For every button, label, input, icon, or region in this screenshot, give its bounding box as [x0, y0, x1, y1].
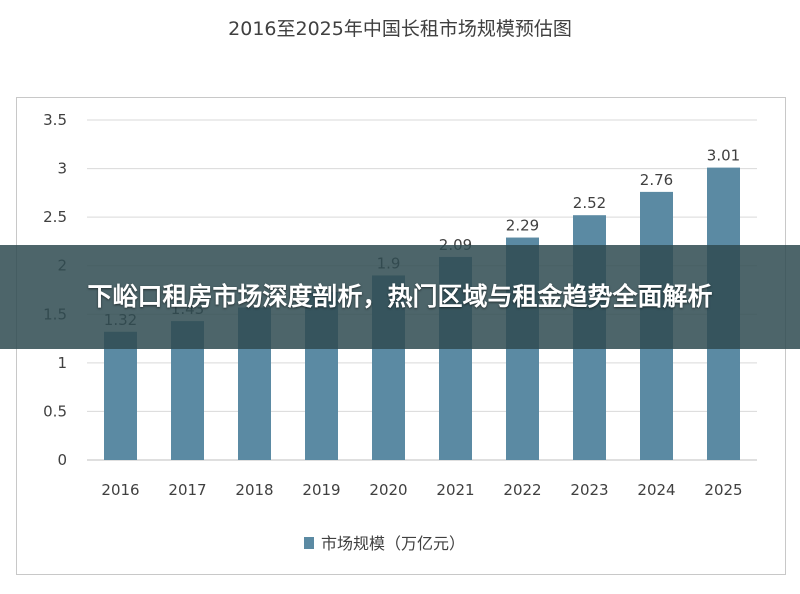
x-tick-label: 2022 — [503, 481, 541, 499]
y-tick-label: 0 — [57, 451, 67, 469]
legend-label: 市场规模（万亿元） — [321, 534, 465, 553]
overlay-title: 下峪口租房市场深度剖析，热门区域与租金趋势全面解析 — [87, 282, 713, 311]
x-tick-label: 2023 — [570, 481, 608, 499]
title-overlay-band: 下峪口租房市场深度剖析，热门区域与租金趋势全面解析 — [0, 245, 800, 349]
legend-swatch — [304, 537, 314, 549]
data-label: 2.52 — [573, 194, 606, 212]
legend: 市场规模（万亿元） — [304, 534, 465, 553]
data-label: 2.76 — [640, 171, 673, 189]
x-tick-label: 2016 — [101, 481, 139, 499]
data-label: 3.01 — [707, 147, 740, 165]
x-tick-label: 2018 — [235, 481, 273, 499]
y-tick-label: 0.5 — [43, 402, 67, 420]
x-axis-ticks: 2016 2017 2018 2019 2020 2021 2022 2023 2024 2025 — [101, 481, 742, 499]
x-tick-label: 2021 — [436, 481, 474, 499]
y-tick-label: 3.5 — [43, 111, 67, 129]
y-tick-label: 3 — [57, 160, 67, 178]
y-tick-label: 1 — [57, 354, 67, 372]
y-tick-label: 2.5 — [43, 208, 67, 226]
x-tick-label: 2025 — [704, 481, 742, 499]
chart-title: 2016至2025年中国长租市场规模预估图 — [228, 18, 572, 40]
x-tick-label: 2020 — [369, 481, 407, 499]
x-tick-label: 2019 — [302, 481, 340, 499]
x-tick-label: 2017 — [168, 481, 206, 499]
data-label: 2.29 — [506, 217, 539, 235]
x-tick-label: 2024 — [637, 481, 675, 499]
bar — [104, 331, 137, 460]
